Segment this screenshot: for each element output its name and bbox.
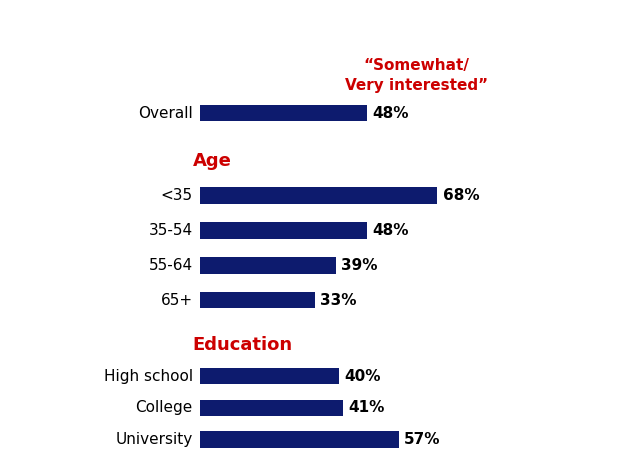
Text: College: College [135,401,193,416]
Text: 55-64: 55-64 [149,258,193,273]
Text: High school: High school [104,369,193,384]
Text: 48%: 48% [373,223,409,238]
Bar [200,222,368,239]
Bar [200,257,336,274]
Text: <35: <35 [160,188,193,203]
Bar [200,105,368,121]
Text: Overall: Overall [138,106,193,121]
Text: 41%: 41% [348,401,384,416]
Text: University: University [115,432,193,447]
Text: 39%: 39% [341,258,378,273]
Text: 65+: 65+ [160,292,193,307]
Bar [200,187,437,204]
Text: 33%: 33% [320,292,357,307]
Text: 48%: 48% [373,106,409,121]
Text: Age: Age [193,152,232,170]
Text: 35-54: 35-54 [149,223,193,238]
Text: 40%: 40% [344,369,381,384]
Text: “Somewhat/
Very interested”: “Somewhat/ Very interested” [345,58,488,93]
Bar [200,292,315,308]
Text: 57%: 57% [404,432,441,447]
Text: 68%: 68% [442,188,479,203]
Bar [200,400,343,416]
Bar [200,431,399,448]
Bar [200,368,339,385]
Text: Education: Education [193,336,293,353]
